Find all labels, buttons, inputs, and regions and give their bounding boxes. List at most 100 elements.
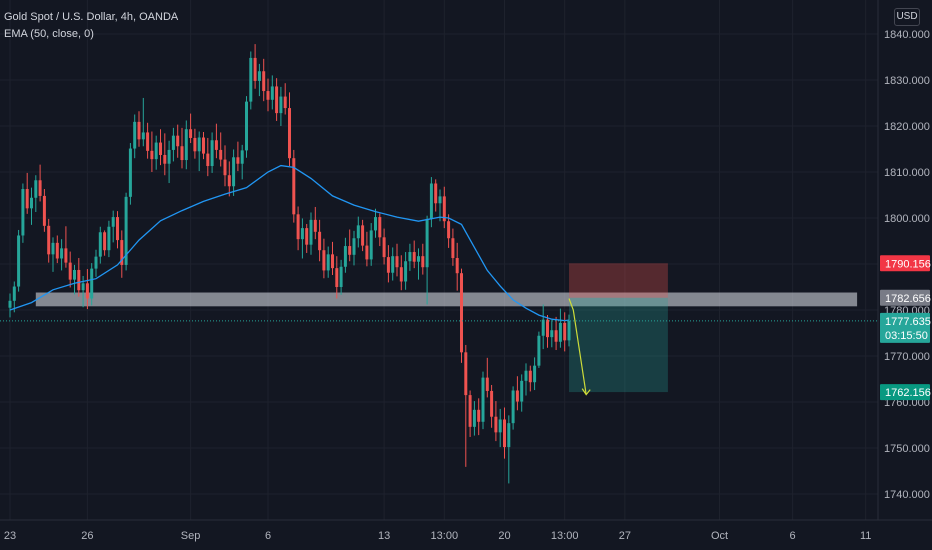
- candle-body: [146, 132, 150, 151]
- candle-body: [331, 254, 334, 269]
- candle-body: [167, 149, 171, 164]
- time-axis[interactable]: 23 26 Sep 6 13 13:00 20 13:00 27 Oct 6 11: [0, 519, 932, 550]
- candle-body: [17, 235, 21, 287]
- candle-body: [133, 121, 137, 149]
- price-tick-label: 1750.000: [884, 443, 930, 455]
- candle-body: [352, 238, 356, 255]
- stop-price-badge: 1790.156: [885, 258, 931, 270]
- time-tick-label: Oct: [711, 530, 728, 542]
- candle-body: [180, 146, 184, 161]
- candle-body: [326, 254, 330, 271]
- candle-body: [171, 135, 175, 150]
- candle-body: [335, 268, 339, 287]
- projection-arrow[interactable]: [568, 298, 591, 396]
- candle-body: [154, 142, 158, 160]
- candle-body: [90, 268, 94, 299]
- candle-body: [25, 189, 29, 209]
- stop-price-badge-bg: [880, 255, 930, 272]
- price-tick-label: 1820.000: [884, 121, 930, 133]
- candle-body: [55, 242, 59, 259]
- candle-body: [223, 159, 227, 176]
- candle-body: [60, 248, 64, 259]
- candle-body: [219, 149, 223, 160]
- arrow-head: [581, 388, 591, 396]
- candle-body: [386, 257, 390, 273]
- candle-body: [374, 217, 377, 231]
- price-tick-label: 1810.000: [884, 167, 930, 179]
- price-axis[interactable]: 1740.0001750.0001760.0001770.0001780.000…: [877, 0, 932, 550]
- candle-body: [494, 416, 498, 433]
- candle-body: [116, 217, 119, 241]
- price-tick-label: 1770.000: [884, 351, 930, 363]
- candle-body: [184, 129, 188, 161]
- candle-body: [279, 96, 283, 114]
- resistance-zone[interactable]: [35, 292, 858, 307]
- candle-body: [378, 217, 382, 238]
- countdown-label: 03:15:50: [885, 330, 928, 342]
- candle-body: [313, 219, 317, 232]
- time-tick-label: 26: [81, 530, 93, 542]
- candle-body: [51, 242, 55, 255]
- candle-body: [361, 225, 365, 246]
- candle-body: [546, 319, 549, 338]
- candle-body: [193, 137, 197, 152]
- candle-body: [150, 150, 154, 160]
- candle-body: [103, 232, 107, 251]
- current-price-badge: 1777.635: [885, 316, 931, 328]
- candle-body: [85, 283, 89, 299]
- take-profit-zone: [569, 297, 668, 393]
- price-tick-label: 1830.000: [884, 75, 930, 87]
- candle-body: [236, 157, 240, 164]
- candle-body: [369, 230, 373, 260]
- candle-body: [365, 245, 369, 260]
- candle-body: [343, 246, 347, 267]
- candle-body: [214, 140, 218, 150]
- candle-body: [460, 273, 463, 353]
- candle-body: [404, 261, 408, 282]
- candle-body: [77, 269, 81, 291]
- candle-body: [257, 71, 261, 81]
- candle-body: [266, 91, 270, 100]
- short-position-tool[interactable]: [569, 263, 668, 393]
- candle-body: [498, 419, 502, 433]
- candle-body: [485, 377, 489, 391]
- currency-button[interactable]: USD: [894, 8, 920, 26]
- candle-body: [322, 250, 326, 271]
- target-price-badge: 1762.156: [885, 387, 931, 399]
- candle-body: [47, 225, 51, 255]
- candle-body: [442, 196, 446, 222]
- candle-body: [128, 148, 132, 197]
- candle-body: [550, 330, 554, 338]
- ema-line: [9, 164, 570, 322]
- ema-indicator-label[interactable]: EMA (50, close, 0): [4, 28, 94, 40]
- candle-body: [554, 330, 558, 342]
- candle-body: [309, 219, 313, 245]
- candle-body: [417, 256, 420, 262]
- candle-body: [468, 395, 472, 427]
- time-tick-label: 11: [860, 530, 871, 542]
- candle-body: [141, 132, 145, 140]
- time-tick-label: 13:00: [551, 530, 579, 542]
- candle-body: [356, 225, 360, 239]
- price-tick-label: 1740.000: [884, 489, 930, 501]
- candle-body: [507, 423, 511, 448]
- candle-body: [348, 246, 352, 255]
- candle-body: [300, 228, 304, 240]
- candle-body: [477, 409, 481, 422]
- candle-body: [292, 158, 296, 215]
- resistance-zone-rect: [35, 292, 858, 307]
- symbol-title[interactable]: Gold Spot / U.S. Dollar, 4h, OANDA: [4, 11, 179, 23]
- candle-body: [288, 108, 291, 159]
- candle-body: [249, 57, 253, 102]
- candle-body: [490, 390, 494, 417]
- candle-body: [12, 286, 16, 301]
- candle-body: [520, 380, 524, 402]
- time-tick-label: 6: [265, 530, 271, 542]
- candle-body: [425, 218, 429, 268]
- candle-body: [111, 217, 115, 227]
- candle-body: [395, 256, 399, 268]
- time-tick-label: 13: [378, 530, 390, 542]
- candle-body: [563, 322, 567, 341]
